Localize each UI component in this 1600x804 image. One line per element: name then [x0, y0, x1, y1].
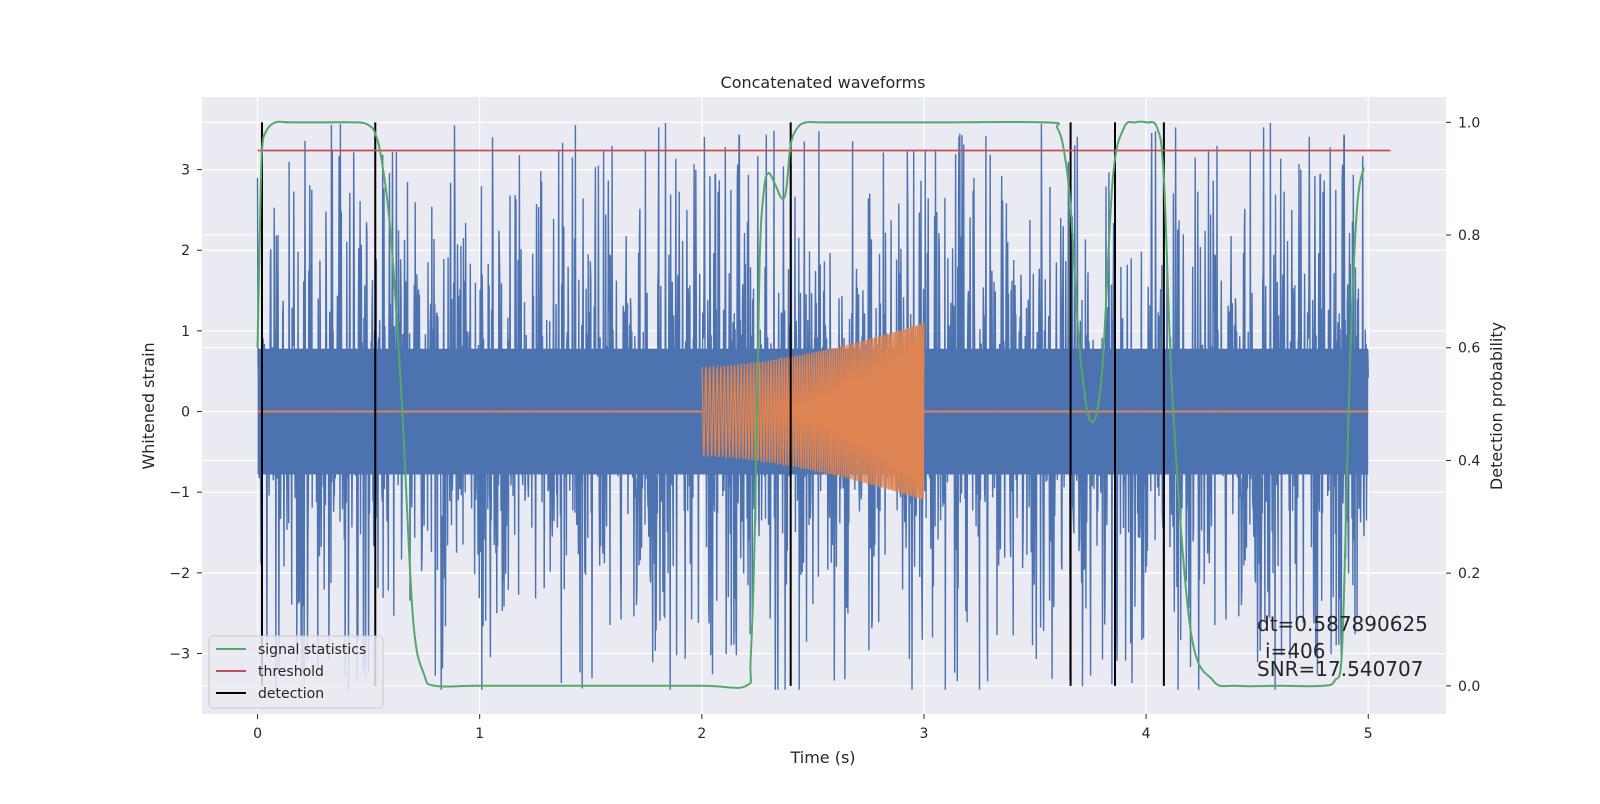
legend-box	[208, 635, 384, 709]
series-template	[257, 322, 1369, 500]
legend-label: signal statistics	[258, 642, 366, 658]
y-axis-label: Whitened strain	[139, 342, 158, 469]
y-tick-label-right: 0.0	[1458, 679, 1480, 695]
x-tick-label: 3	[920, 726, 929, 742]
y-tick-label: 0	[181, 405, 190, 421]
legend: signal statistics threshold detection	[208, 635, 384, 709]
y-tick-label-right: 0.8	[1458, 228, 1480, 244]
x-tick-label: 2	[697, 726, 706, 742]
y-tick-label: −2	[169, 566, 190, 582]
y-tick-label-right: 1.0	[1458, 115, 1480, 131]
axes: 0 1 2 3 4 5 −3 −2 −1 0 1 2 3 0.0 0.2 0.4 0.6 0.8 1.0	[169, 115, 1480, 742]
x-tick-label: 5	[1364, 726, 1373, 742]
y-tick-label-right: 0.4	[1458, 453, 1480, 469]
legend-label: threshold	[258, 664, 324, 680]
x-axis-label: Time (s)	[789, 748, 855, 767]
series-signal-statistics	[256, 120, 1365, 689]
annotation-text: i=406	[1265, 639, 1326, 663]
y-tick-label: 3	[181, 163, 190, 179]
y-tick-label: 2	[181, 243, 190, 259]
y-tick-label: 1	[181, 324, 190, 340]
y-tick-label-right: 0.2	[1458, 566, 1480, 582]
y-axis-label-right: Detection probability	[1487, 322, 1506, 490]
y-tick-label: −1	[169, 485, 190, 501]
annotation-text: dt=0.587890625	[1257, 612, 1428, 636]
template-chirp	[701, 322, 925, 500]
strain-line	[256, 122, 1369, 690]
x-tick-label: 1	[475, 726, 484, 742]
signal-statistics-line	[256, 120, 1365, 689]
x-tick-label: 0	[253, 726, 262, 742]
annotation-text: SNR=17.540707	[1257, 657, 1423, 681]
y-tick-label: −3	[169, 647, 190, 663]
y-tick-label-right: 0.6	[1458, 341, 1480, 357]
x-tick-label: 4	[1142, 726, 1151, 742]
chart-title: Concatenated waveforms	[721, 73, 926, 92]
legend-label: detection	[258, 686, 324, 702]
